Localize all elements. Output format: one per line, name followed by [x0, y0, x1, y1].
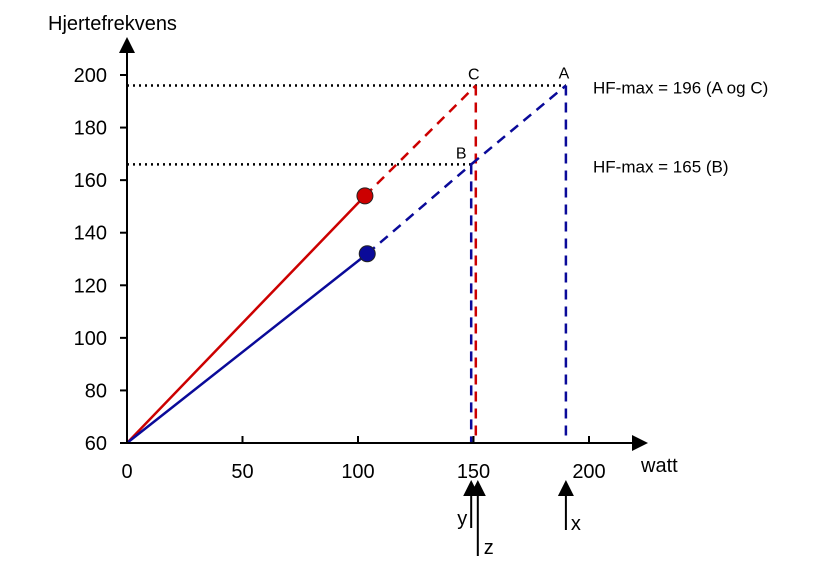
arrow-label-z: z	[484, 537, 494, 559]
hf-max-annotation-0: HF-max = 196 (A og C)	[593, 79, 768, 98]
point-label-c: C	[468, 67, 480, 84]
x-tick-label-150: 150	[457, 461, 490, 483]
point-label-b: B	[456, 145, 467, 162]
hf-max-annotation-1: HF-max = 165 (B)	[593, 157, 729, 176]
y-tick-label-120: 120	[74, 275, 107, 297]
y-tick-label-180: 180	[74, 118, 107, 140]
series-0-solid-line	[126, 195, 366, 444]
series-1-extrapolation-line	[366, 163, 473, 255]
series-1-measured-point	[358, 245, 376, 263]
x-tick-label-50: 50	[231, 461, 253, 483]
y-tick-label-140: 140	[74, 223, 107, 245]
y-tick-label-100: 100	[74, 328, 107, 350]
series-0-extrapolation-line	[364, 84, 477, 197]
x-tick-label-0: 0	[121, 461, 132, 483]
y-tick-label-60: 60	[85, 433, 107, 455]
y-tick-label-200: 200	[74, 65, 107, 87]
arrow-label-y: y	[457, 508, 467, 530]
series-1-solid-line	[126, 252, 369, 444]
x-tick-label-100: 100	[341, 461, 374, 483]
point-label-a: A	[559, 66, 570, 83]
x-axis-title: watt	[640, 455, 678, 477]
series-2-extrapolation-line	[470, 84, 567, 166]
y-tick-label-160: 160	[74, 170, 107, 192]
x-tick-label-200: 200	[572, 461, 605, 483]
y-tick-label-80: 80	[85, 380, 107, 402]
series-0-measured-point	[356, 187, 374, 205]
arrow-label-x: x	[571, 513, 581, 535]
y-axis-title: Hjertefrekvens	[48, 13, 177, 35]
